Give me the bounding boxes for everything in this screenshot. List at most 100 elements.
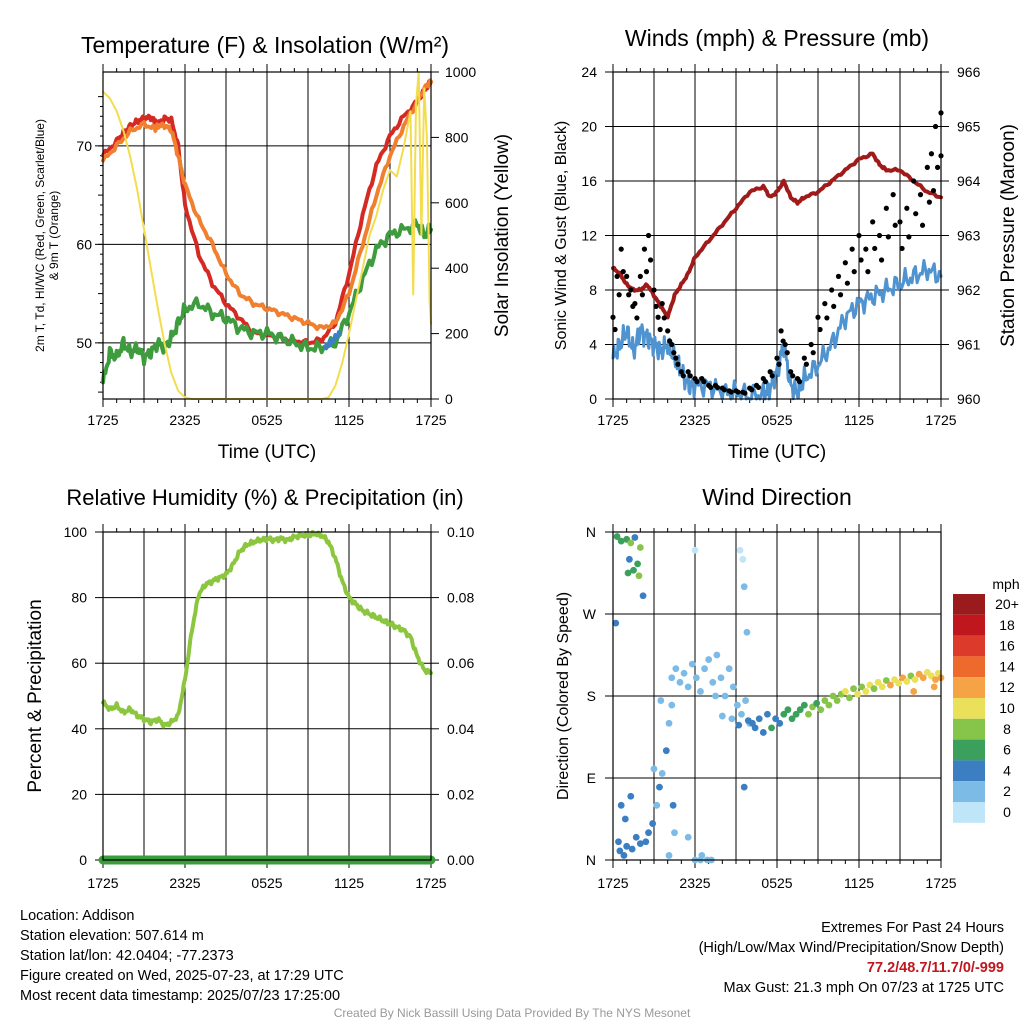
plot-border: [102, 531, 432, 861]
direction-point: [930, 683, 938, 691]
y2-axis-label-group: Station Pressure (Maroon): [998, 124, 1019, 347]
legend-label: 16: [999, 638, 1015, 654]
y2-tick-label: 0.00: [447, 852, 474, 868]
gust-point: [721, 387, 727, 393]
direction-point: [665, 852, 673, 859]
gust-point: [774, 355, 780, 361]
extremes-subheading: (High/Low/Max Wind/Precipitation/Snow De…: [698, 940, 1004, 956]
direction-point: [784, 706, 792, 714]
legend-swatch: [953, 635, 985, 657]
gust-point: [778, 328, 784, 334]
y2-tick-label: 200: [445, 326, 469, 342]
direction-point: [821, 697, 829, 704]
y-tick-label: 8: [589, 282, 597, 298]
gust-point: [872, 245, 878, 252]
direction-point: [615, 838, 622, 846]
series-line-0: [101, 79, 433, 346]
y-tick-label: N: [586, 852, 596, 868]
gust-point: [612, 326, 618, 333]
gust-point: [878, 257, 885, 263]
gust-point: [870, 219, 876, 225]
gust-point: [810, 350, 816, 356]
direction-point: [631, 534, 639, 541]
y-axis-label-group: Direction (Colored By Speed): [555, 592, 572, 800]
y-tick-label: 70: [76, 138, 92, 154]
y2-tick-label: 963: [957, 228, 981, 244]
y-tick-label: 40: [71, 721, 87, 737]
gust-point: [694, 379, 700, 385]
direction-point: [895, 679, 903, 687]
gust-point: [735, 389, 741, 395]
x-tick-label: 2325: [679, 875, 710, 891]
direction-point: [751, 724, 759, 732]
direction-point: [656, 783, 663, 791]
gust-point: [641, 246, 648, 252]
y2-tick-label: 600: [445, 195, 469, 211]
gust-point: [788, 369, 794, 375]
gust-point: [626, 292, 632, 298]
direction-point: [742, 697, 749, 704]
gust-point: [685, 369, 691, 375]
gust-point: [767, 369, 773, 375]
legend-swatch: [953, 760, 985, 782]
gust-point: [863, 246, 869, 252]
direction-point: [680, 669, 688, 677]
legend-swatch: [953, 656, 985, 678]
extremes-info: Extremes For Past 24 Hours (High/Low/Max…: [699, 918, 1004, 998]
credit-footer: Created By Nick Bassill Using Data Provi…: [333, 1006, 691, 1020]
direction-point: [712, 692, 719, 700]
direction-point: [759, 729, 767, 736]
y2-tick-label: 964: [957, 173, 981, 189]
direction-point: [613, 533, 621, 540]
direction-point: [621, 815, 629, 823]
legend-label: 12: [999, 679, 1015, 695]
gust-point: [892, 222, 898, 228]
gust-point: [651, 287, 657, 293]
gust-point: [837, 292, 844, 298]
direction-point: [825, 701, 833, 709]
x-tick-label: 1125: [334, 875, 364, 891]
gust-point: [844, 280, 850, 286]
direction-point: [627, 792, 635, 800]
y2-tick-label: 0.08: [447, 590, 474, 606]
gust-point: [911, 178, 917, 184]
direction-point: [792, 710, 800, 718]
direction-point: [665, 719, 673, 727]
gust-point: [803, 361, 809, 367]
location-text: Location: Addison: [20, 908, 135, 924]
direction-point: [624, 569, 632, 577]
y2-tick-label: 1000: [445, 64, 476, 80]
direction-point: [874, 678, 882, 686]
x-tick-label: 0525: [251, 412, 282, 428]
gust-point: [851, 269, 857, 275]
gust-point: [790, 373, 796, 379]
x-tick-label: 0525: [761, 412, 792, 428]
y-tick-label: 50: [76, 335, 92, 351]
plot-border: [612, 531, 942, 861]
y-axis-label-line2: & 9m T (Orange): [47, 191, 61, 281]
direction-point: [729, 683, 737, 691]
gust-point: [842, 260, 848, 266]
y-axis-label-group: Sonic Wind & Gust (Blue, Black): [553, 121, 570, 350]
gust-point: [673, 355, 679, 361]
legend-swatch: [953, 802, 985, 823]
gust-point: [932, 123, 939, 130]
direction-point: [672, 665, 680, 673]
gust-point: [876, 232, 883, 239]
x-tick-label: 1725: [925, 412, 956, 428]
direction-point: [691, 546, 699, 554]
chart-title: Winds (mph) & Pressure (mb): [625, 25, 929, 51]
direction-point: [630, 566, 637, 574]
y2-tick-label: 0.06: [447, 655, 474, 671]
station-info: Location: Addison Station elevation: 507…: [20, 906, 344, 1006]
gust-point: [632, 301, 638, 307]
plot-border: [102, 71, 432, 400]
series-line-1: [101, 78, 433, 332]
gust-point: [917, 192, 924, 198]
direction-point: [684, 833, 692, 841]
direction-point: [932, 676, 939, 683]
direction-point: [858, 683, 866, 691]
legend-swatch: [953, 739, 985, 761]
x-axis-label: Time (UTC): [728, 442, 827, 463]
